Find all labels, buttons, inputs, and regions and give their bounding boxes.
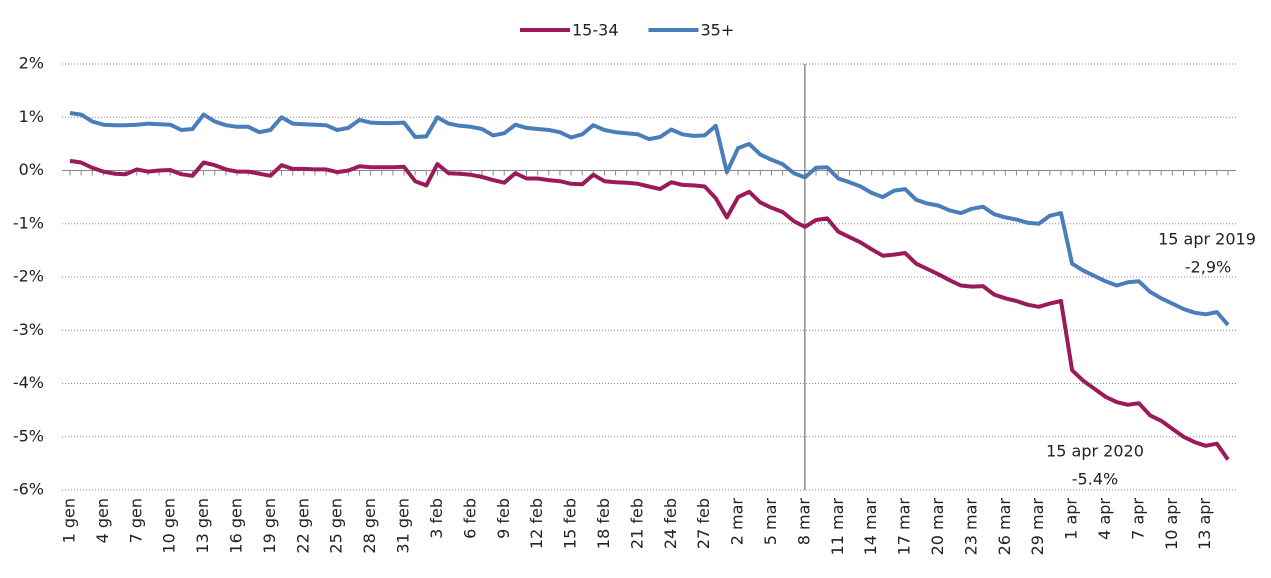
x-tick-label: 18 feb (594, 498, 613, 549)
x-tick-label: 14 mar (861, 498, 880, 556)
x-tick-label: 29 mar (1028, 498, 1047, 556)
x-tick-label: 3 feb (427, 498, 446, 539)
legend-label: 35+ (701, 21, 735, 40)
x-tick-label: 7 apr (1128, 498, 1147, 540)
x-tick-label: 16 gen (227, 498, 246, 554)
x-tick-label: 1 apr (1062, 498, 1081, 540)
x-tick-label: 23 mar (961, 498, 980, 556)
y-tick-label: -1% (13, 213, 44, 232)
x-tick-label: 20 mar (928, 498, 947, 556)
y-tick-label: -6% (13, 480, 44, 499)
y-tick-label: -4% (13, 373, 44, 392)
y-tick-label: -5% (13, 426, 44, 445)
x-tick-label: 13 gen (193, 498, 212, 554)
annotation: 15 apr 2020 (1046, 442, 1144, 461)
x-tick-label: 2 mar (728, 498, 747, 546)
x-tick-label: 22 gen (293, 498, 312, 554)
x-tick-label: 9 feb (494, 498, 513, 539)
x-tick-label: 10 gen (160, 498, 179, 554)
x-tick-label: 31 gen (394, 498, 413, 554)
x-tick-label: 4 apr (1095, 498, 1114, 540)
x-tick-label: 8 mar (794, 498, 813, 546)
x-tick-label: 24 feb (661, 498, 680, 549)
x-tick-label: 26 mar (995, 498, 1014, 556)
annotation: 15 apr 2019 (1158, 230, 1256, 249)
series-line (69, 158, 1230, 461)
legend-label: 15-34 (572, 21, 619, 40)
x-tick-label: 1 gen (60, 498, 79, 543)
x-tick-label: 27 feb (694, 498, 713, 549)
x-tick-label: 4 gen (93, 498, 112, 543)
x-tick-label: 12 feb (527, 498, 546, 549)
y-tick-label: 1% (19, 107, 44, 126)
x-tick-label: 17 mar (895, 498, 914, 556)
y-tick-label: 0% (19, 160, 44, 179)
annotation-value: -5.4% (1072, 470, 1118, 489)
x-tick-label: 11 mar (828, 498, 847, 556)
x-tick-label: 13 apr (1195, 498, 1214, 550)
x-tick-label: 19 gen (260, 498, 279, 554)
y-tick-label: -2% (13, 267, 44, 286)
y-tick-label: -3% (13, 320, 44, 339)
x-tick-label: 7 gen (126, 498, 145, 543)
y-tick-label: 2% (19, 54, 44, 73)
x-tick-label: 15 feb (561, 498, 580, 549)
x-tick-label: 10 apr (1162, 498, 1181, 550)
annotation-value: -2,9% (1185, 258, 1231, 277)
x-tick-label: 6 feb (460, 498, 479, 539)
series-line (69, 111, 1230, 327)
x-tick-label: 28 gen (360, 498, 379, 554)
x-tick-label: 21 feb (627, 498, 646, 549)
x-tick-label: 25 gen (327, 498, 346, 554)
x-tick-label: 5 mar (761, 498, 780, 546)
